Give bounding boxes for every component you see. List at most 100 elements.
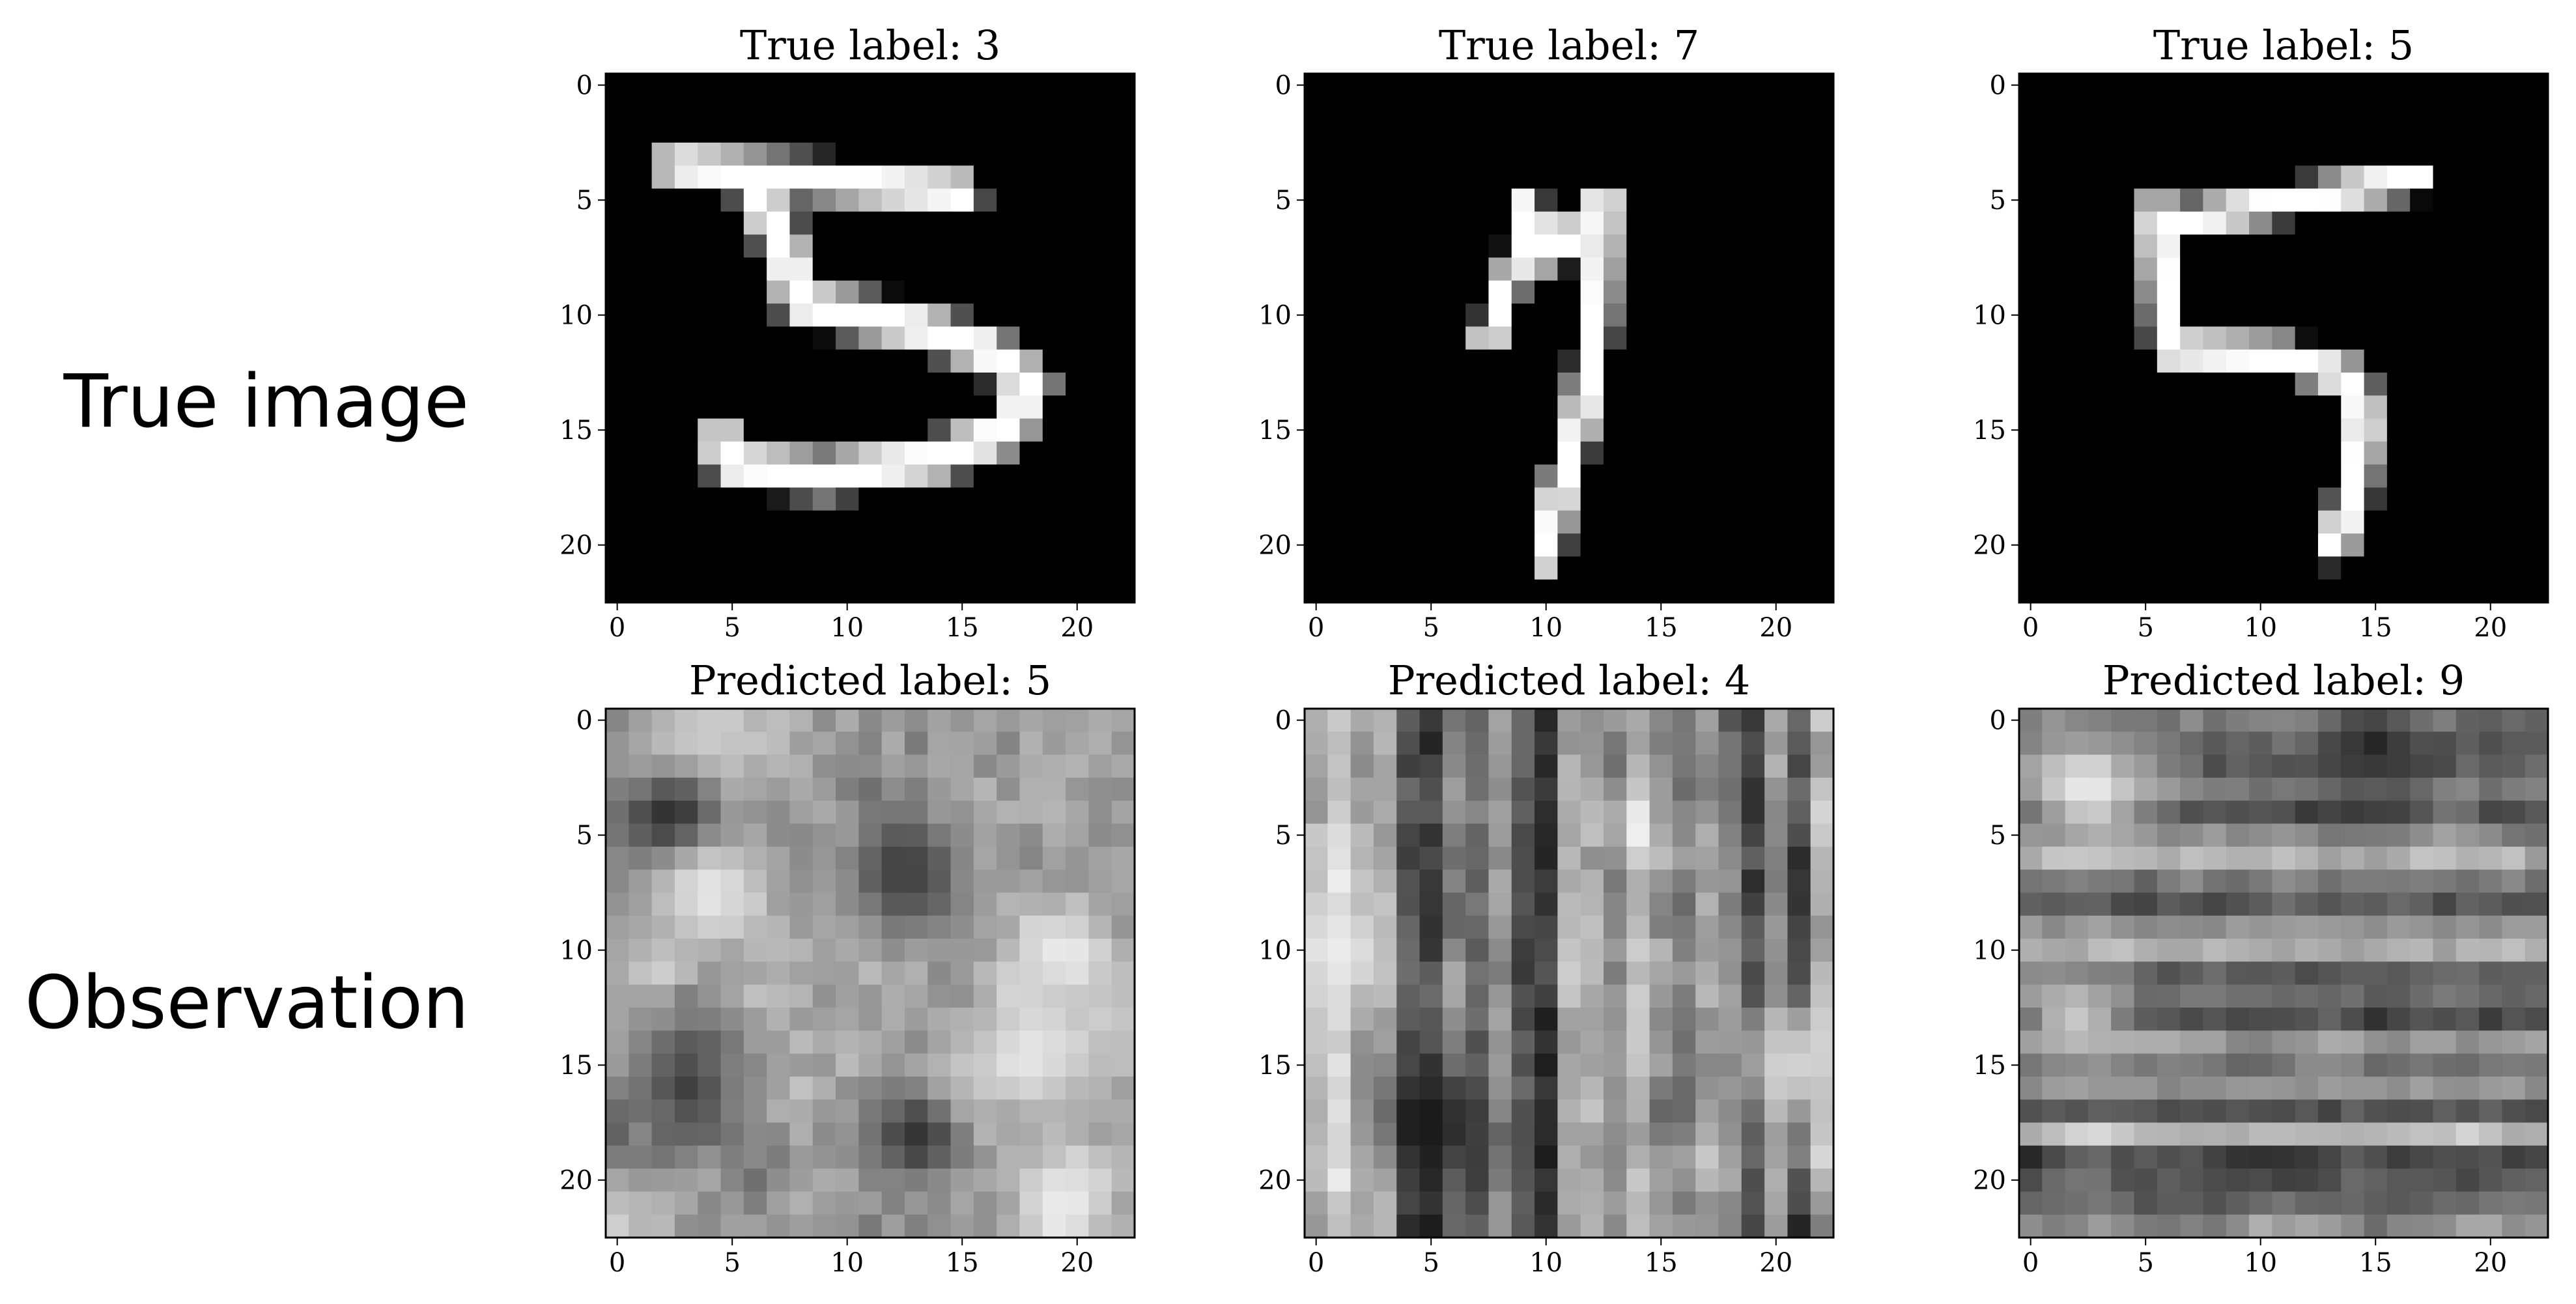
heatmap-cell <box>1695 395 1720 419</box>
heatmap-cell <box>629 211 653 235</box>
heatmap-cell <box>1111 1214 1135 1238</box>
heatmap-cell <box>2341 846 2365 870</box>
heatmap-cell <box>1488 1145 1512 1169</box>
heatmap-cell <box>812 777 836 801</box>
heatmap-cell <box>2180 892 2204 916</box>
heatmap-cell <box>2180 1214 2204 1238</box>
x-tick-label: 0 <box>2022 1248 2039 1278</box>
heatmap-cell <box>1305 510 1328 534</box>
heatmap-cell <box>789 801 814 825</box>
heatmap-cell <box>767 579 791 603</box>
heatmap-cell <box>1111 801 1135 825</box>
heatmap-cell <box>1488 464 1512 489</box>
heatmap-cell <box>1350 257 1374 281</box>
heatmap-cell <box>2386 165 2411 190</box>
heatmap-cell <box>1672 731 1696 756</box>
heatmap-cell <box>1787 1007 1811 1031</box>
heatmap-cell <box>950 74 974 97</box>
heatmap-cell <box>2111 777 2135 801</box>
heatmap-cell <box>2111 441 2135 465</box>
heatmap-cell <box>2203 984 2227 1008</box>
heatmap-cell <box>2456 1076 2480 1100</box>
heatmap-cell <box>950 709 974 732</box>
heatmap-cell <box>743 487 767 511</box>
heatmap-cell <box>1488 892 1512 916</box>
heatmap-cell <box>2157 119 2181 143</box>
heatmap-cell <box>2111 984 2135 1008</box>
heatmap-cell <box>927 579 952 603</box>
heatmap-cell <box>1442 777 1466 801</box>
heatmap-cell <box>2249 1053 2272 1077</box>
heatmap-cell <box>1810 119 1834 143</box>
heatmap-cell <box>927 418 952 442</box>
heatmap-cell <box>1350 1122 1374 1146</box>
heatmap-cell <box>2042 510 2066 534</box>
heatmap-cell <box>2226 915 2250 939</box>
heatmap-cell <box>2157 349 2181 373</box>
heatmap-cell <box>2042 984 2066 1008</box>
heatmap-cell <box>1695 1030 1720 1055</box>
heatmap-cell <box>2065 1099 2089 1124</box>
heatmap-cell <box>1810 1030 1834 1055</box>
heatmap-cell <box>743 372 767 396</box>
heatmap-cell <box>881 1076 905 1100</box>
heatmap-cell <box>1810 846 1834 870</box>
heatmap-cell <box>973 142 997 166</box>
heatmap-cell <box>1603 372 1627 396</box>
heatmap-cell <box>629 119 653 143</box>
heatmap-cell <box>1695 165 1720 190</box>
x-tick-label: 5 <box>724 1248 740 1278</box>
heatmap-cell <box>606 1122 629 1146</box>
heatmap-cell <box>1042 892 1066 916</box>
heatmap-cell <box>1580 870 1604 894</box>
heatmap-cell <box>950 556 974 580</box>
heatmap-cell <box>2111 1007 2135 1031</box>
heatmap-cell <box>1672 754 1696 778</box>
heatmap-cell <box>1764 1169 1788 1192</box>
heatmap-cell <box>2180 257 2204 281</box>
heatmap-cell <box>1580 1169 1604 1192</box>
heatmap-cell <box>2525 939 2549 962</box>
heatmap-cell <box>1442 1214 1466 1238</box>
heatmap-cell <box>1373 418 1397 442</box>
heatmap-cell <box>720 754 744 778</box>
heatmap-cell <box>2456 326 2480 350</box>
heatmap-cell <box>1580 579 1604 603</box>
heatmap-cell <box>1327 915 1352 939</box>
heatmap-cell <box>767 777 791 801</box>
heatmap-cell <box>789 211 814 235</box>
heatmap-cell <box>1810 349 1834 373</box>
heatmap-cell <box>674 234 698 259</box>
heatmap-cell <box>1672 326 1696 350</box>
heatmap-cell <box>1741 1214 1765 1238</box>
heatmap-cell <box>2456 510 2480 534</box>
heatmap-cell <box>1327 1214 1352 1238</box>
heatmap-cell <box>2249 1076 2272 1100</box>
heatmap-cell <box>1626 257 1650 281</box>
heatmap-cell <box>1649 349 1673 373</box>
heatmap-cell <box>2157 892 2181 916</box>
heatmap-cell <box>1327 1030 1352 1055</box>
heatmap-cell <box>2272 1007 2296 1031</box>
heatmap-cell <box>2317 188 2342 212</box>
heatmap-cell <box>674 441 698 465</box>
heatmap-cell <box>2317 709 2342 732</box>
heatmap-cell <box>2433 165 2457 190</box>
heatmap-cell <box>1672 1191 1696 1215</box>
heatmap-cell <box>1695 418 1720 442</box>
heatmap-cell <box>2088 1030 2112 1055</box>
heatmap-cell <box>1042 211 1066 235</box>
heatmap-cell <box>651 1191 675 1215</box>
heatmap-cell <box>2295 96 2319 120</box>
heatmap-cell <box>2226 961 2250 985</box>
heatmap-cell <box>1066 823 1089 847</box>
heatmap-cell <box>2088 395 2112 419</box>
heatmap-cell <box>904 464 928 489</box>
heatmap-cell <box>2203 96 2227 120</box>
heatmap-cell <box>698 533 722 557</box>
heatmap-cell <box>2111 870 2135 894</box>
heatmap-cell <box>1327 349 1352 373</box>
heatmap-cell <box>2019 119 2043 143</box>
heatmap-cell <box>1327 304 1352 327</box>
heatmap-cell <box>1649 510 1673 534</box>
